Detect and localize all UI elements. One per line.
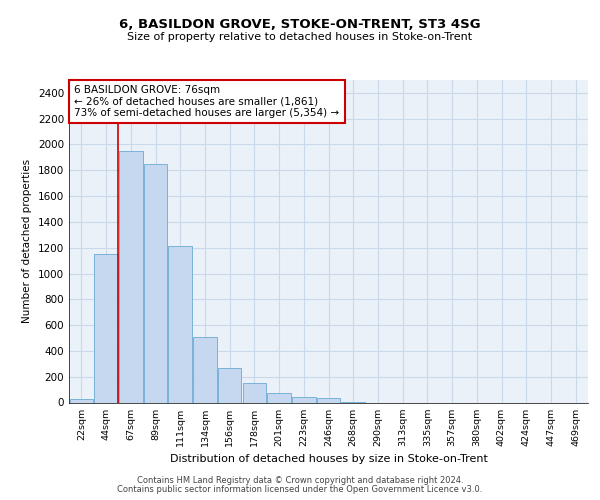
Bar [144, 164, 167, 402]
Bar [292, 396, 316, 402]
Bar [70, 398, 93, 402]
Text: 6, BASILDON GROVE, STOKE-ON-TRENT, ST3 4SG: 6, BASILDON GROVE, STOKE-ON-TRENT, ST3 4… [119, 18, 481, 30]
Bar [169, 246, 192, 402]
Bar [94, 254, 118, 402]
Bar [242, 383, 266, 402]
Text: Contains public sector information licensed under the Open Government Licence v3: Contains public sector information licen… [118, 484, 482, 494]
Bar [317, 398, 340, 402]
Text: Contains HM Land Registry data © Crown copyright and database right 2024.: Contains HM Land Registry data © Crown c… [137, 476, 463, 485]
Bar [119, 151, 143, 403]
X-axis label: Distribution of detached houses by size in Stoke-on-Trent: Distribution of detached houses by size … [170, 454, 487, 464]
Bar [268, 393, 291, 402]
Y-axis label: Number of detached properties: Number of detached properties [22, 159, 32, 324]
Bar [218, 368, 241, 402]
Bar [193, 336, 217, 402]
Text: 6 BASILDON GROVE: 76sqm
← 26% of detached houses are smaller (1,861)
73% of semi: 6 BASILDON GROVE: 76sqm ← 26% of detache… [74, 85, 340, 118]
Text: Size of property relative to detached houses in Stoke-on-Trent: Size of property relative to detached ho… [127, 32, 473, 42]
